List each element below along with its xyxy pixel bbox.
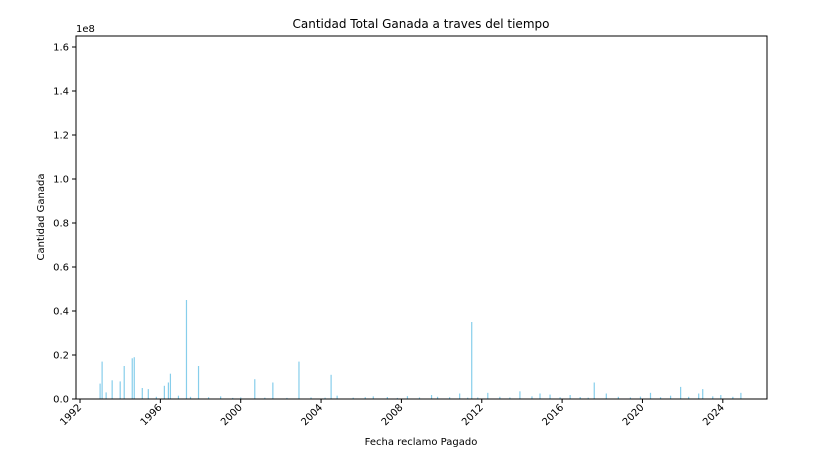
data-bar [579, 397, 581, 399]
data-bar [189, 396, 192, 399]
y-tick-label: 0.0 [53, 395, 69, 406]
y-tick-label: 1.4 [53, 87, 69, 98]
data-bar [471, 322, 473, 399]
data-bar [240, 397, 242, 399]
y-tick-label: 1.2 [53, 131, 69, 142]
data-bar [133, 357, 135, 399]
bars-layer [99, 300, 742, 399]
data-bar [141, 388, 143, 399]
data-bar [372, 396, 374, 399]
data-bar [406, 396, 409, 399]
data-bar [254, 379, 256, 399]
data-bar [286, 397, 288, 399]
y-tick-label: 0.4 [53, 307, 69, 318]
data-bar [272, 382, 274, 399]
data-bar [386, 397, 388, 399]
data-bar [418, 397, 421, 399]
data-bar [467, 397, 469, 399]
y-tick-label: 0.2 [53, 351, 69, 362]
data-bar [649, 392, 652, 399]
data-bar [549, 394, 551, 399]
data-bar [352, 397, 354, 399]
y-tick-label: 1.6 [53, 43, 69, 54]
data-bar [396, 397, 398, 399]
data-bar [688, 396, 690, 399]
data-bar [459, 393, 461, 399]
data-bar [436, 396, 439, 399]
data-bar [330, 374, 332, 399]
data-bar [99, 383, 101, 399]
data-bar [185, 300, 188, 399]
data-bar [569, 395, 571, 399]
data-bar [131, 358, 133, 399]
data-bar [740, 392, 742, 399]
data-bar [487, 392, 489, 399]
data-bar [167, 382, 169, 399]
data-bar [430, 395, 433, 399]
data-bar [539, 393, 541, 399]
data-bar [519, 391, 521, 399]
data-bar [169, 373, 172, 399]
y-tick-label: 1.0 [53, 175, 69, 186]
data-bar [509, 397, 511, 399]
y-scale-label: 1e8 [76, 24, 95, 35]
data-bar [232, 397, 234, 399]
data-bar [732, 396, 734, 399]
plot-frame [75, 35, 768, 400]
data-bar [531, 396, 533, 399]
data-bar [605, 393, 607, 399]
data-bar [220, 396, 222, 399]
data-bar [559, 397, 561, 399]
y-tick-label: 0.8 [53, 219, 69, 230]
data-bar [310, 397, 312, 399]
data-bar [298, 361, 300, 399]
data-bar [111, 380, 113, 399]
data-bar [720, 395, 722, 399]
data-bar [449, 397, 451, 399]
data-bar [698, 393, 700, 399]
data-bar [177, 395, 180, 399]
data-bar [593, 382, 595, 399]
data-bar [264, 397, 266, 399]
data-bar [155, 396, 157, 399]
data-bar [147, 389, 149, 399]
chart-title: Cantidad Total Ganada a traves del tiemp… [293, 17, 550, 31]
data-bar [702, 389, 704, 399]
data-bar [105, 392, 107, 399]
data-bar [324, 397, 326, 399]
data-bar [123, 366, 125, 399]
data-bar [364, 397, 366, 399]
data-bar [617, 396, 619, 399]
data-bar [499, 396, 501, 399]
data-bar [629, 397, 632, 399]
data-bar [163, 385, 165, 399]
x-axis-title: Fecha reclamo Pagado [365, 437, 478, 448]
y-axis-title: Cantidad Ganada [36, 174, 47, 261]
data-bar [587, 397, 589, 399]
y-tick-label: 0.6 [53, 263, 69, 274]
data-bar [101, 361, 103, 399]
data-bar [659, 397, 662, 399]
data-bar [119, 381, 121, 399]
data-bar [207, 397, 210, 399]
data-bar [197, 366, 200, 399]
data-bar [680, 386, 682, 399]
data-bar [639, 396, 642, 399]
data-bar [712, 396, 714, 399]
data-bar [669, 395, 672, 399]
data-bar [336, 395, 338, 399]
data-bar [477, 397, 479, 399]
